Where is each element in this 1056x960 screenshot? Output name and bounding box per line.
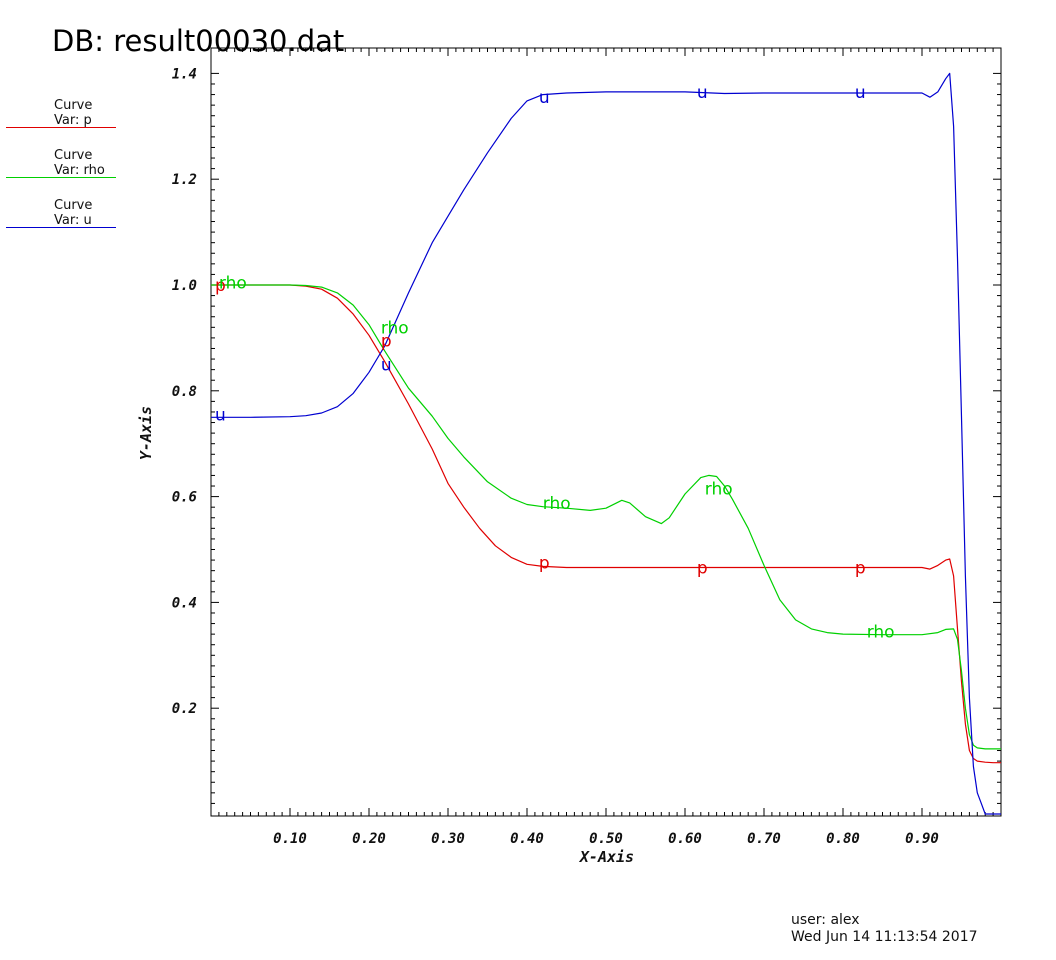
- series-line-u: [211, 72, 1001, 815]
- legend-entry-label: Curve: [54, 98, 93, 113]
- legend-entry-label: Curve: [54, 148, 93, 163]
- legend-swatch: [6, 177, 116, 178]
- curve-label-rho: rho: [219, 273, 247, 293]
- x-tick-label: 0.90: [905, 831, 939, 847]
- curve-label-rho: rho: [867, 622, 895, 642]
- legend-entry-variable: Var: rho: [54, 163, 105, 178]
- legend-entry-rho: Curve Var: rho: [6, 146, 126, 196]
- x-tick-label: 0.70: [747, 831, 781, 847]
- x-tick-label: 0.30: [431, 831, 465, 847]
- plot-axes: 0.10 0.20 0.30 0.40 0.50 0.60 0.70 0.80 0.90 0.2 0…: [137, 47, 1002, 866]
- legend-entry-u: Curve Var: u: [6, 196, 126, 246]
- y-axis-label: Y-Axis: [137, 406, 155, 460]
- legend-entry-variable: Var: u: [54, 213, 92, 228]
- legend-entry-variable: Var: p: [54, 113, 92, 128]
- curve-label-rho: rho: [705, 480, 733, 500]
- plot-frame: [210, 47, 1002, 817]
- y-tick-label: 0.8: [172, 384, 197, 400]
- curve-label-p: p: [697, 558, 708, 578]
- curve-label-p: p: [855, 558, 866, 578]
- curve-label-u: u: [215, 406, 226, 426]
- user-text: user: alex: [791, 912, 860, 928]
- y-tick-label: 0.6: [172, 490, 197, 506]
- y-tick-label: 1.0: [172, 278, 197, 294]
- curve-label-rho: rho: [381, 318, 409, 338]
- series-line-rho: [211, 284, 1001, 750]
- curve-label-u: u: [539, 88, 550, 108]
- curve-label-u: u: [697, 83, 708, 103]
- legend: Curve Var: p Curve Var: rho Curve Var: u: [6, 96, 126, 246]
- legend-entry-label: Curve: [54, 198, 93, 213]
- y-tick-label: 0.4: [172, 595, 197, 611]
- y-tick-label: 0.2: [172, 701, 197, 717]
- timestamp-text: Wed Jun 14 11:13:54 2017: [791, 929, 978, 945]
- legend-swatch: [6, 227, 116, 228]
- legend-entry-p: Curve Var: p: [6, 96, 126, 146]
- legend-swatch: [6, 127, 116, 128]
- x-tick-label: 0.40: [510, 831, 544, 847]
- x-tick-label: 0.60: [668, 831, 702, 847]
- x-tick-label: 0.80: [826, 831, 860, 847]
- curve-label-u: u: [381, 355, 392, 375]
- x-tick-label: 0.10: [273, 831, 307, 847]
- x-tick-label: 0.50: [589, 831, 623, 847]
- y-tick-label: 1.2: [172, 172, 197, 188]
- database-title: DB: result00030.dat: [52, 24, 345, 58]
- curve-label-p: p: [539, 554, 550, 574]
- plot-series: [211, 72, 1001, 815]
- footer-info: user: alex Wed Jun 14 11:13:54 2017: [791, 912, 978, 946]
- curve-label-rho: rho: [543, 494, 571, 514]
- y-tick-label: 1.4: [172, 66, 197, 82]
- curve-label-u: u: [855, 83, 866, 103]
- curve-label-p: p: [381, 332, 392, 352]
- x-axis-label: X-Axis: [578, 848, 634, 866]
- curve-label-p: p: [215, 276, 226, 296]
- series-line-p: [211, 284, 1001, 764]
- x-tick-label: 0.20: [352, 831, 386, 847]
